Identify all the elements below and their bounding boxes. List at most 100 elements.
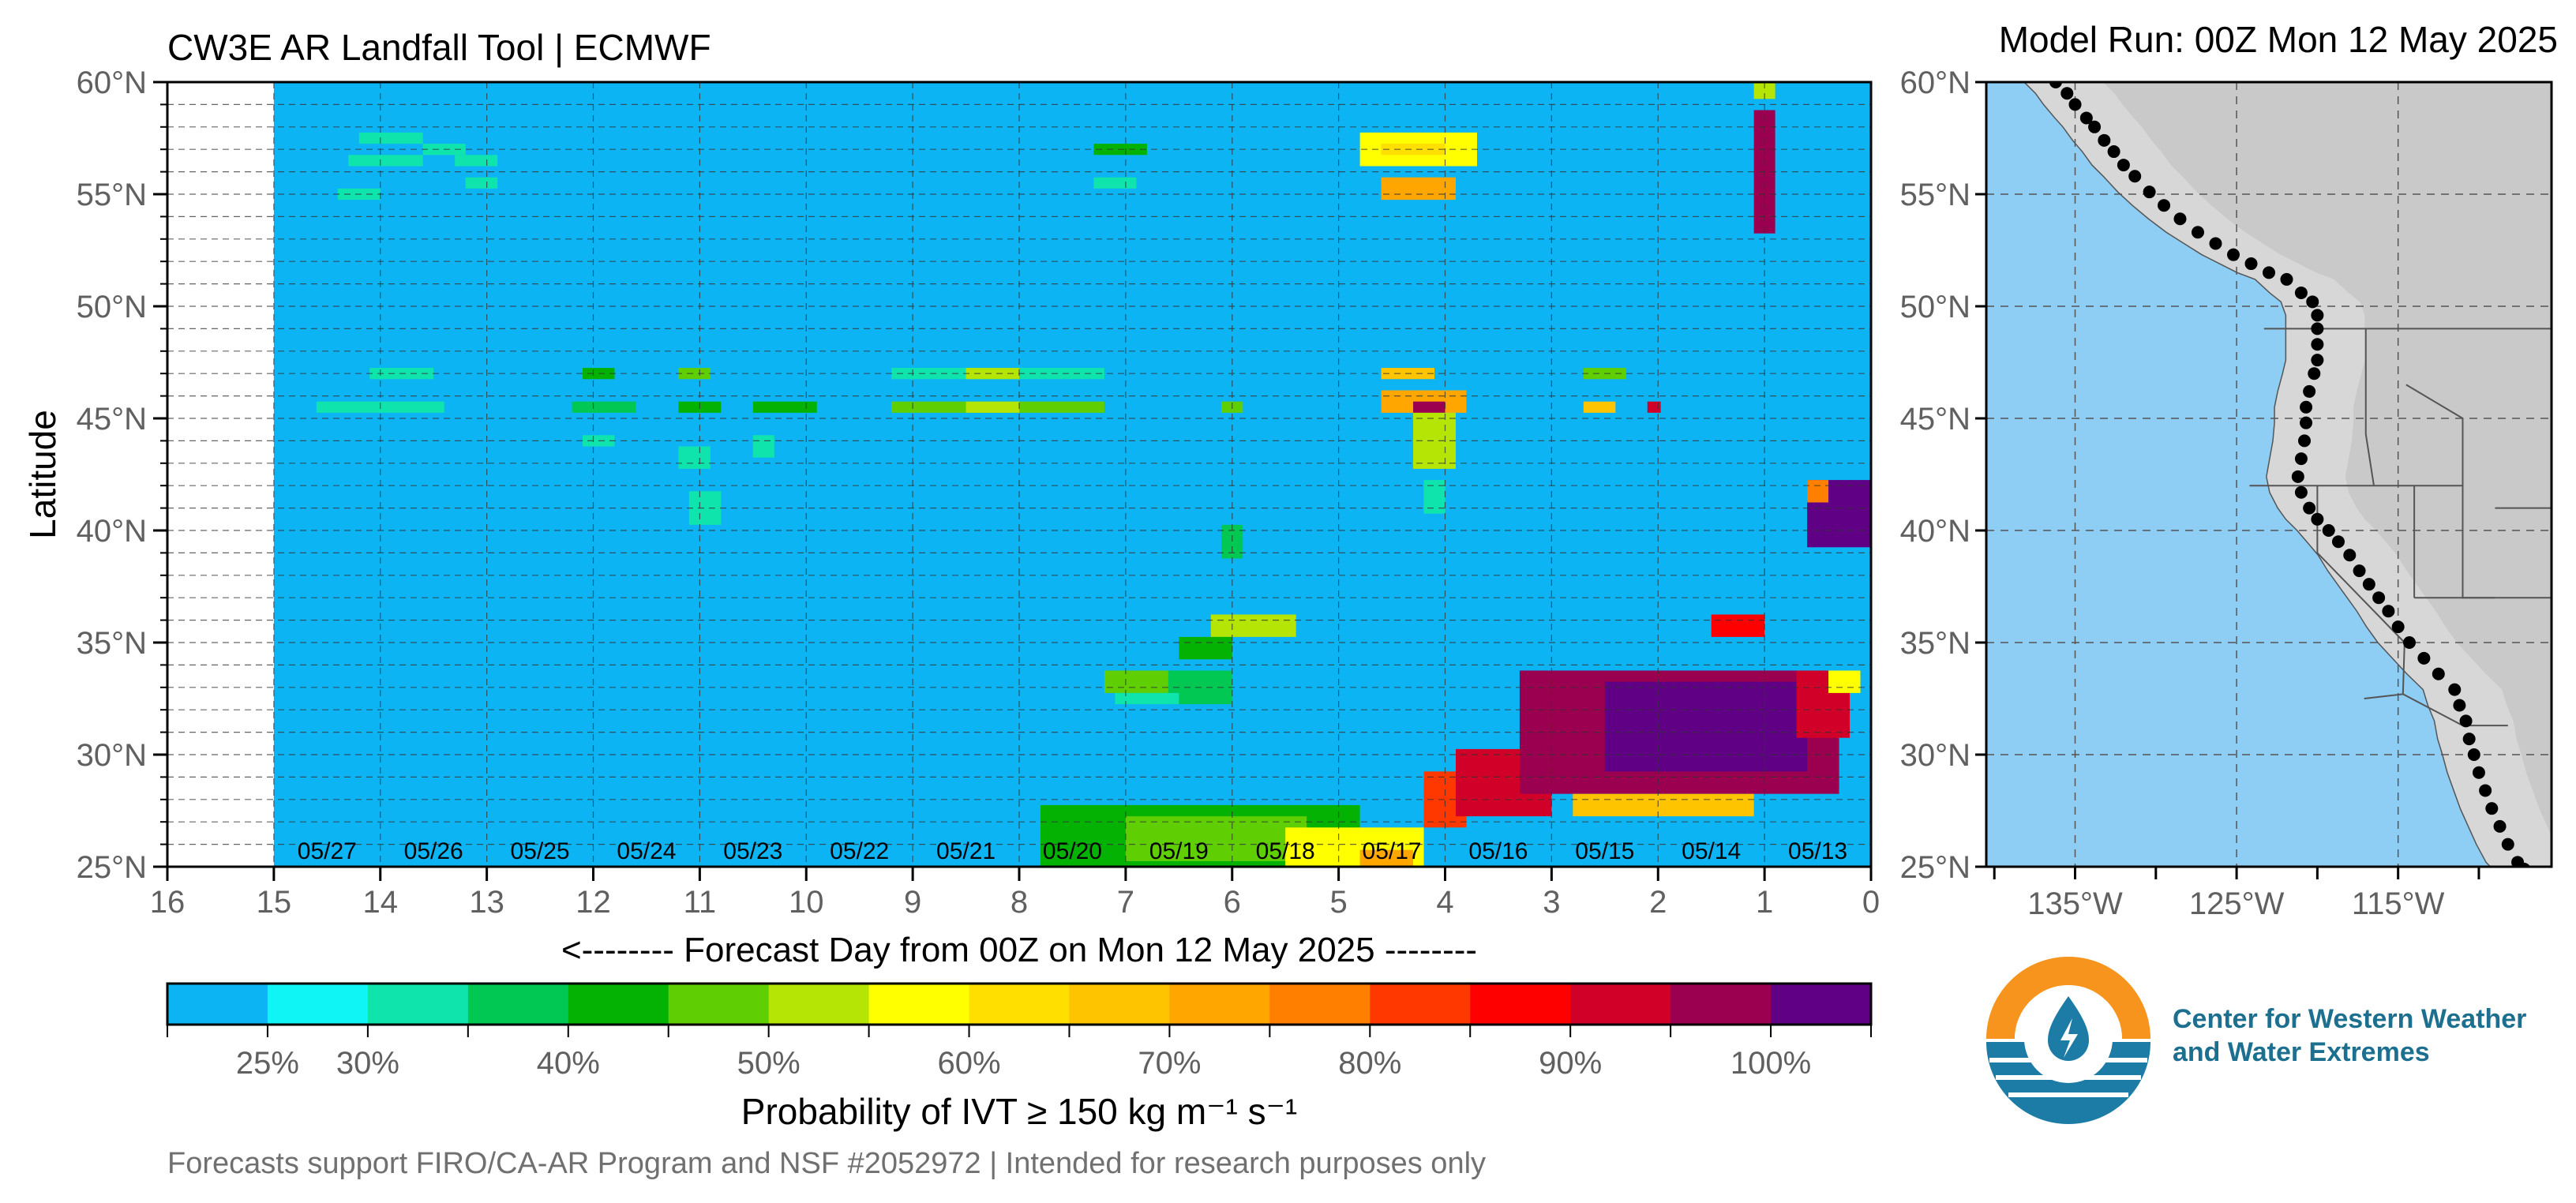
transect-point [2173,212,2187,226]
heatmap-patch [688,491,722,525]
transect-point [2453,699,2466,712]
transect-point [2298,434,2312,448]
lat-tick-label: 55°N [77,178,147,212]
colorbar-swatches [167,984,1872,1025]
transect-point [2294,452,2308,466]
colorbar: 25% 30% 40% 50% 60% 70% 80% 90% 100% Probability… [166,982,1873,1132]
transect-point [2311,338,2324,351]
transect-point [2098,133,2111,147]
forecast-date-labels: 05/27 05/26 05/25 05/24 05/23 05/22 05/21 05/20… [298,838,1847,864]
day-tick-label: 0 [1862,885,1880,920]
transect-point [2432,667,2445,680]
heatmap-patch [455,155,498,167]
heatmap-panel: 05/27 05/26 05/25 05/24 05/23 05/22 05/21 05/20… [22,66,1880,969]
lat-tick-label: 45°N [77,402,147,437]
heatmap-patch [1828,670,1861,693]
day-tick-label: 13 [469,885,504,920]
transect-point [2362,578,2375,591]
map-lat-label: 55°N [1900,178,1970,212]
heatmap-patch [465,177,498,189]
cw3e-logo-icon [1986,957,2150,1124]
footer-note: Forecasts support FIRO/CA-AR Program and… [167,1147,1486,1180]
colorbar-swatch [568,984,669,1025]
lat-tick-label: 30°N [77,738,147,773]
heatmap-patch [1179,636,1232,660]
transect-point [2191,226,2204,239]
map-lat-label: 30°N [1900,738,1970,773]
border-line [2316,485,2405,643]
transect-point [2493,819,2507,833]
colorbar-swatch [267,984,369,1025]
date-label: 05/27 [298,838,357,864]
transect-point [2303,501,2316,515]
transect-point [2143,186,2156,199]
heatmap-patch [1647,401,1661,413]
map-lat-label: 40°N [1900,514,1970,549]
transect-point [2068,98,2082,111]
colorbar-ticks: 25% 30% 40% 50% 60% 70% 80% 90% 100% [167,1025,1872,1081]
transect-point [2501,838,2514,851]
border-line [2249,384,2464,487]
date-label: 05/19 [1149,838,1209,864]
colorbar-swatch [668,984,770,1025]
colorbar-tick-label: 70% [1138,1046,1201,1081]
colorbar-tick-label: 60% [937,1046,1000,1081]
colorbar-label: Probability of IVT ≥ 150 kg m⁻¹ s⁻¹ [741,1091,1297,1132]
transect-point [2479,784,2492,797]
date-label: 05/20 [1043,838,1102,864]
day-tick-label: 10 [789,885,824,920]
map-frame [1985,81,2553,868]
transect-point [2485,802,2499,815]
date-label: 05/16 [1468,838,1528,864]
transect-point [2322,524,2335,537]
y-axis-label: Latitude [22,410,63,539]
date-label: 05/17 [1363,838,1422,864]
lat-tick-label: 40°N [77,514,147,549]
logo-name-line2: and Water Extremes [2173,1037,2430,1067]
transect-point [2117,159,2130,172]
date-label: 05/14 [1682,838,1741,864]
colorbar-tick-label: 80% [1338,1046,1401,1081]
heatmap-patch [1381,177,1456,200]
day-tick-label: 2 [1649,885,1667,920]
day-tick-label: 6 [1224,885,1241,920]
colorbar-swatch [1169,984,1270,1025]
colorbar-swatch [969,984,1070,1025]
day-tick-label: 8 [1011,885,1028,920]
colorbar-swatch [1269,984,1370,1025]
day-tick-label: 4 [1436,885,1453,920]
heatmap-patch [1381,144,1445,156]
day-tick-label: 1 [1756,885,1773,920]
heatmap-patch [752,435,774,458]
cw3e-logo: Center for Western Weather and Water Ext… [1986,957,2526,1124]
transect-point [2343,549,2357,562]
latitude-axis: 60°N 55°N 50°N 45°N 40°N 35°N 30°N 25°N [77,66,167,885]
colorbar-swatch [1670,984,1772,1025]
heatmap-patch [1753,82,1775,99]
colorbar-swatch [1370,984,1471,1025]
border-line [2364,693,2403,699]
day-tick-label: 11 [684,885,717,920]
day-tick-label: 9 [904,885,921,920]
colorbar-swatch [768,984,870,1025]
transect-point [2303,384,2316,398]
date-label: 05/23 [723,838,782,864]
heatmap-patch [966,368,1019,380]
map-latitude-axis: 60°N 55°N 50°N 45°N 40°N 35°N 30°N 25°N [1900,66,1986,885]
transect-point [2311,309,2324,322]
date-label: 05/18 [1256,838,1315,864]
colorbar-swatch [167,984,268,1025]
colorbar-tick-label: 100% [1730,1046,1811,1081]
landfall-transect-points [2049,82,2530,867]
colorbar-swatch [1570,984,1671,1025]
transect-point [2300,400,2313,414]
lat-tick-label: 25°N [77,850,147,885]
map-gridlines [1986,82,2552,867]
heatmap-patch [1423,480,1445,514]
transect-point [2306,295,2319,309]
colorbar-swatch [1069,984,1170,1025]
heatmap-patch [678,368,711,380]
heatmap-patch [1413,401,1445,413]
transect-point [2308,367,2321,380]
